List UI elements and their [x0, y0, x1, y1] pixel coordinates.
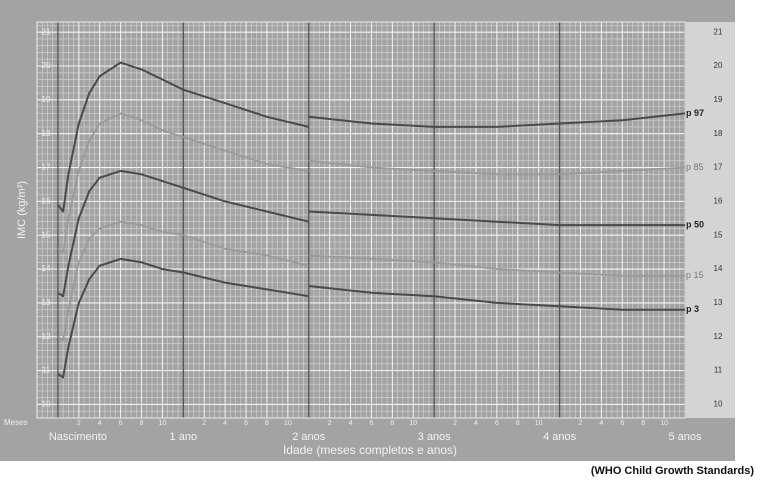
y-tick-label: 16 — [42, 196, 51, 205]
x-major-tick-label: 4 anos — [543, 431, 577, 443]
y-tick-label: 21 — [42, 27, 51, 36]
x-major-tick-label: 3 anos — [418, 431, 452, 443]
x-tick-label: 8 — [641, 420, 645, 427]
legend-label: p 50 — [686, 219, 704, 229]
curve — [57, 220, 685, 342]
y-tick-label-right: 17 — [714, 163, 723, 172]
y-tick-label-right: 21 — [714, 27, 723, 36]
x-tick-label: 6 — [244, 420, 248, 427]
y-tick-label: 15 — [42, 230, 51, 239]
legend-label: p 85 — [686, 162, 704, 172]
y-tick-label: 12 — [42, 332, 51, 341]
curve — [57, 112, 686, 254]
x-tick-label: 8 — [140, 420, 144, 427]
x-tick-label: 4 — [349, 420, 353, 427]
legend-label: p 97 — [686, 108, 704, 118]
y-tick-label-right: 14 — [714, 264, 723, 273]
source: (WHO Child Growth Standards) — [591, 465, 754, 477]
right-strip — [685, 22, 735, 418]
y-tick-label-right: 13 — [714, 298, 723, 307]
x-tick-label: 4 — [474, 420, 478, 427]
curve — [57, 61, 686, 213]
x-tick-label: 2 — [328, 420, 332, 427]
x-tick-label: 6 — [119, 420, 123, 427]
x-unit-label: Meses — [4, 418, 28, 427]
y-tick-label-right: 19 — [714, 95, 723, 104]
y-tick-label: 14 — [42, 264, 51, 273]
legend-label: p 3 — [686, 304, 699, 314]
y-tick-label-right: 15 — [714, 230, 723, 239]
plot-frame — [36, 21, 686, 419]
x-tick-label: 10 — [660, 420, 668, 427]
x-tick-label: 6 — [495, 420, 499, 427]
x-tick-label: 10 — [159, 420, 167, 427]
x-tick-label: 10 — [284, 420, 292, 427]
y-tick-label: 17 — [42, 163, 51, 172]
x-tick-label: 4 — [599, 420, 603, 427]
curve — [57, 257, 685, 379]
y-tick-label-right: 12 — [714, 332, 723, 341]
x-tick-label: 8 — [265, 420, 269, 427]
x-tick-label: 4 — [223, 420, 227, 427]
x-tick-label: 6 — [369, 420, 373, 427]
y-tick-label-right: 11 — [714, 366, 723, 375]
x-tick-label: 2 — [453, 420, 457, 427]
x-major-tick-label: 2 anos — [292, 431, 326, 443]
x-tick-label: 10 — [409, 420, 417, 427]
y-axis-label: IMC (kg/m²) — [16, 181, 28, 239]
y-tick-label-right: 16 — [714, 196, 723, 205]
curve — [57, 169, 685, 298]
y-tick-label: 18 — [42, 129, 51, 138]
y-tick-label: 20 — [42, 61, 51, 70]
x-tick-label: 2 — [202, 420, 206, 427]
x-tick-label: 8 — [516, 420, 520, 427]
x-major-tick-label: 5 anos — [668, 431, 702, 443]
y-tick-label-right: 18 — [714, 129, 723, 138]
y-tick-label-right: 20 — [714, 61, 723, 70]
x-tick-label: 2 — [77, 420, 81, 427]
y-tick-label: 13 — [42, 298, 51, 307]
x-tick-label: 2 — [579, 420, 583, 427]
y-tick-label: 10 — [42, 400, 51, 409]
legend-label: p 15 — [686, 270, 704, 280]
x-major-tick-label: Nascimento — [49, 431, 107, 443]
x-tick-label: 10 — [535, 420, 543, 427]
y-tick-label: 11 — [42, 366, 51, 375]
x-major-tick-label: 1 ano — [170, 431, 198, 443]
y-tick-label-right: 10 — [714, 400, 723, 409]
x-tick-label: 8 — [390, 420, 394, 427]
x-tick-label: 4 — [98, 420, 102, 427]
x-axis-label: Idade (meses completos e anos) — [283, 443, 457, 457]
y-tick-label: 19 — [42, 95, 51, 104]
x-tick-label: 6 — [620, 420, 624, 427]
